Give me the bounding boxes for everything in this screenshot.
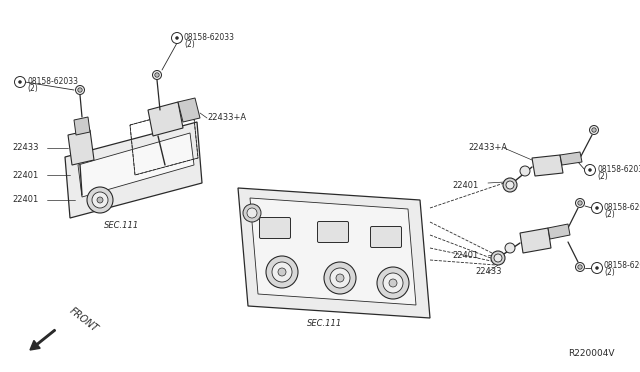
Text: 22433+A: 22433+A [207, 113, 246, 122]
Circle shape [595, 206, 598, 209]
Circle shape [575, 199, 584, 208]
Circle shape [19, 80, 22, 83]
Circle shape [506, 181, 514, 189]
Polygon shape [78, 133, 194, 197]
Text: 22401: 22401 [12, 170, 38, 180]
Circle shape [175, 36, 179, 39]
Circle shape [591, 263, 602, 273]
FancyBboxPatch shape [259, 218, 291, 238]
Text: 08158-62033: 08158-62033 [597, 166, 640, 174]
Circle shape [389, 279, 397, 287]
Circle shape [92, 192, 108, 208]
Text: 08158-62033: 08158-62033 [604, 203, 640, 212]
Text: 22401: 22401 [452, 250, 478, 260]
Circle shape [591, 202, 602, 214]
Circle shape [324, 262, 356, 294]
Polygon shape [560, 152, 582, 165]
Circle shape [595, 266, 598, 269]
Circle shape [575, 263, 584, 272]
Circle shape [494, 254, 502, 262]
Circle shape [336, 274, 344, 282]
Polygon shape [68, 130, 94, 165]
Polygon shape [532, 155, 563, 176]
Circle shape [278, 268, 286, 276]
Text: 22433: 22433 [12, 144, 38, 153]
Polygon shape [65, 122, 202, 218]
Text: 22433+A: 22433+A [468, 144, 507, 153]
FancyArrow shape [30, 330, 56, 350]
Polygon shape [548, 224, 570, 239]
Circle shape [243, 204, 261, 222]
Circle shape [97, 197, 103, 203]
Circle shape [78, 88, 82, 92]
Circle shape [589, 125, 598, 135]
Circle shape [592, 128, 596, 132]
FancyBboxPatch shape [371, 227, 401, 247]
Circle shape [152, 71, 161, 80]
Text: (2): (2) [27, 84, 38, 93]
Polygon shape [250, 198, 416, 305]
Text: (2): (2) [604, 267, 615, 276]
Text: SEC.111: SEC.111 [104, 221, 140, 230]
Text: SEC.111: SEC.111 [307, 318, 342, 327]
Text: 22401: 22401 [12, 196, 38, 205]
Circle shape [584, 164, 595, 176]
Circle shape [172, 32, 182, 44]
Circle shape [578, 265, 582, 269]
Polygon shape [74, 117, 90, 135]
Text: R220004V: R220004V [568, 349, 615, 358]
Circle shape [272, 262, 292, 282]
Text: 22401: 22401 [452, 180, 478, 189]
Circle shape [155, 73, 159, 77]
Circle shape [15, 77, 26, 87]
FancyBboxPatch shape [317, 221, 349, 243]
Circle shape [505, 243, 515, 253]
Polygon shape [238, 188, 430, 318]
Circle shape [266, 256, 298, 288]
Circle shape [520, 166, 530, 176]
Text: 08158-62033: 08158-62033 [184, 33, 235, 42]
Polygon shape [148, 102, 183, 136]
Text: FRONT: FRONT [68, 306, 100, 334]
Text: (2): (2) [597, 173, 608, 182]
Text: 08158-62033: 08158-62033 [604, 260, 640, 269]
Circle shape [589, 169, 591, 171]
Text: 22433: 22433 [475, 267, 502, 276]
Circle shape [330, 268, 350, 288]
Circle shape [503, 178, 517, 192]
Text: 08158-62033: 08158-62033 [27, 77, 78, 87]
Circle shape [247, 208, 257, 218]
Circle shape [377, 267, 409, 299]
Circle shape [578, 201, 582, 205]
Text: (2): (2) [184, 41, 195, 49]
Polygon shape [520, 228, 551, 253]
Circle shape [383, 273, 403, 293]
Polygon shape [178, 98, 200, 122]
Text: (2): (2) [604, 211, 615, 219]
Circle shape [76, 86, 84, 94]
Circle shape [87, 187, 113, 213]
Circle shape [491, 251, 505, 265]
